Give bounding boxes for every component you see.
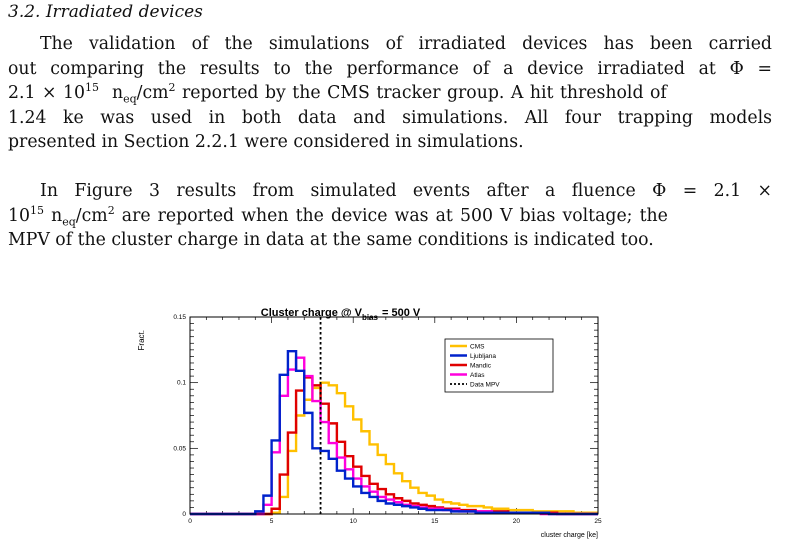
para1-line-2: out comparing the results to the perform… xyxy=(8,58,772,79)
plot-frame xyxy=(189,316,599,515)
section-title: 3.2. Irradiated devices xyxy=(8,2,203,22)
chart-title-tail: = 500 V xyxy=(382,307,421,319)
para2-line-2: 1015 neq/cm2 are reported when the devic… xyxy=(8,203,668,228)
para1-line-1: The validation of the simulations of irr… xyxy=(40,34,772,54)
legend-entry: CMS xyxy=(470,344,485,351)
para1-line-3: 2.1 × 1015 neq/cm2 reported by the CMS t… xyxy=(8,81,667,106)
y-axis-label: Fract. xyxy=(137,330,146,350)
para2-line-3: MPV of the cluster charge in data at the… xyxy=(8,230,654,250)
series-cms xyxy=(190,381,598,516)
x-tick-label: 20 xyxy=(513,518,521,525)
legend-entry: Data MPV xyxy=(470,382,500,389)
x-axis-label: cluster charge [ke] xyxy=(541,532,598,539)
chart-title-main: Cluster charge @ V xyxy=(261,307,363,319)
cluster-charge-chart: Cluster charge @ V bias = 500 V Fract. c… xyxy=(137,307,602,539)
y-tick-label: 0.05 xyxy=(173,445,186,452)
y-tick-label: 0 xyxy=(182,511,186,518)
x-tick-label: 0 xyxy=(188,518,192,525)
para1-line-5: presented in Section 2.2.1 were consider… xyxy=(8,132,524,152)
para1-line-4: 1.24 ke was used in both data and simula… xyxy=(8,107,772,128)
series-mandic xyxy=(190,376,598,516)
legend-entry: Atlas xyxy=(470,372,485,379)
legend: CMS Ljubljana Mandic Atlas Data MPV xyxy=(444,338,554,393)
y-tick-label: 0.15 xyxy=(173,314,186,321)
x-tick-label: 10 xyxy=(350,518,358,525)
para2-line-1: In Figure 3 results from simulated event… xyxy=(40,181,772,201)
paragraph-2: In Figure 3 results from simulated event… xyxy=(8,179,772,253)
y-tick-label: 0.1 xyxy=(177,380,186,387)
paragraph-1: The validation of the simulations of irr… xyxy=(8,32,772,155)
x-tick-label: 25 xyxy=(594,518,602,525)
legend-entry: Mandic xyxy=(470,363,492,370)
x-tick-label: 5 xyxy=(270,518,274,525)
x-tick-label: 15 xyxy=(431,518,439,525)
chart-title: Cluster charge @ V bias = 500 V xyxy=(261,307,421,322)
legend-entry: Ljubljana xyxy=(470,353,496,360)
series-ljubljana xyxy=(190,349,598,516)
